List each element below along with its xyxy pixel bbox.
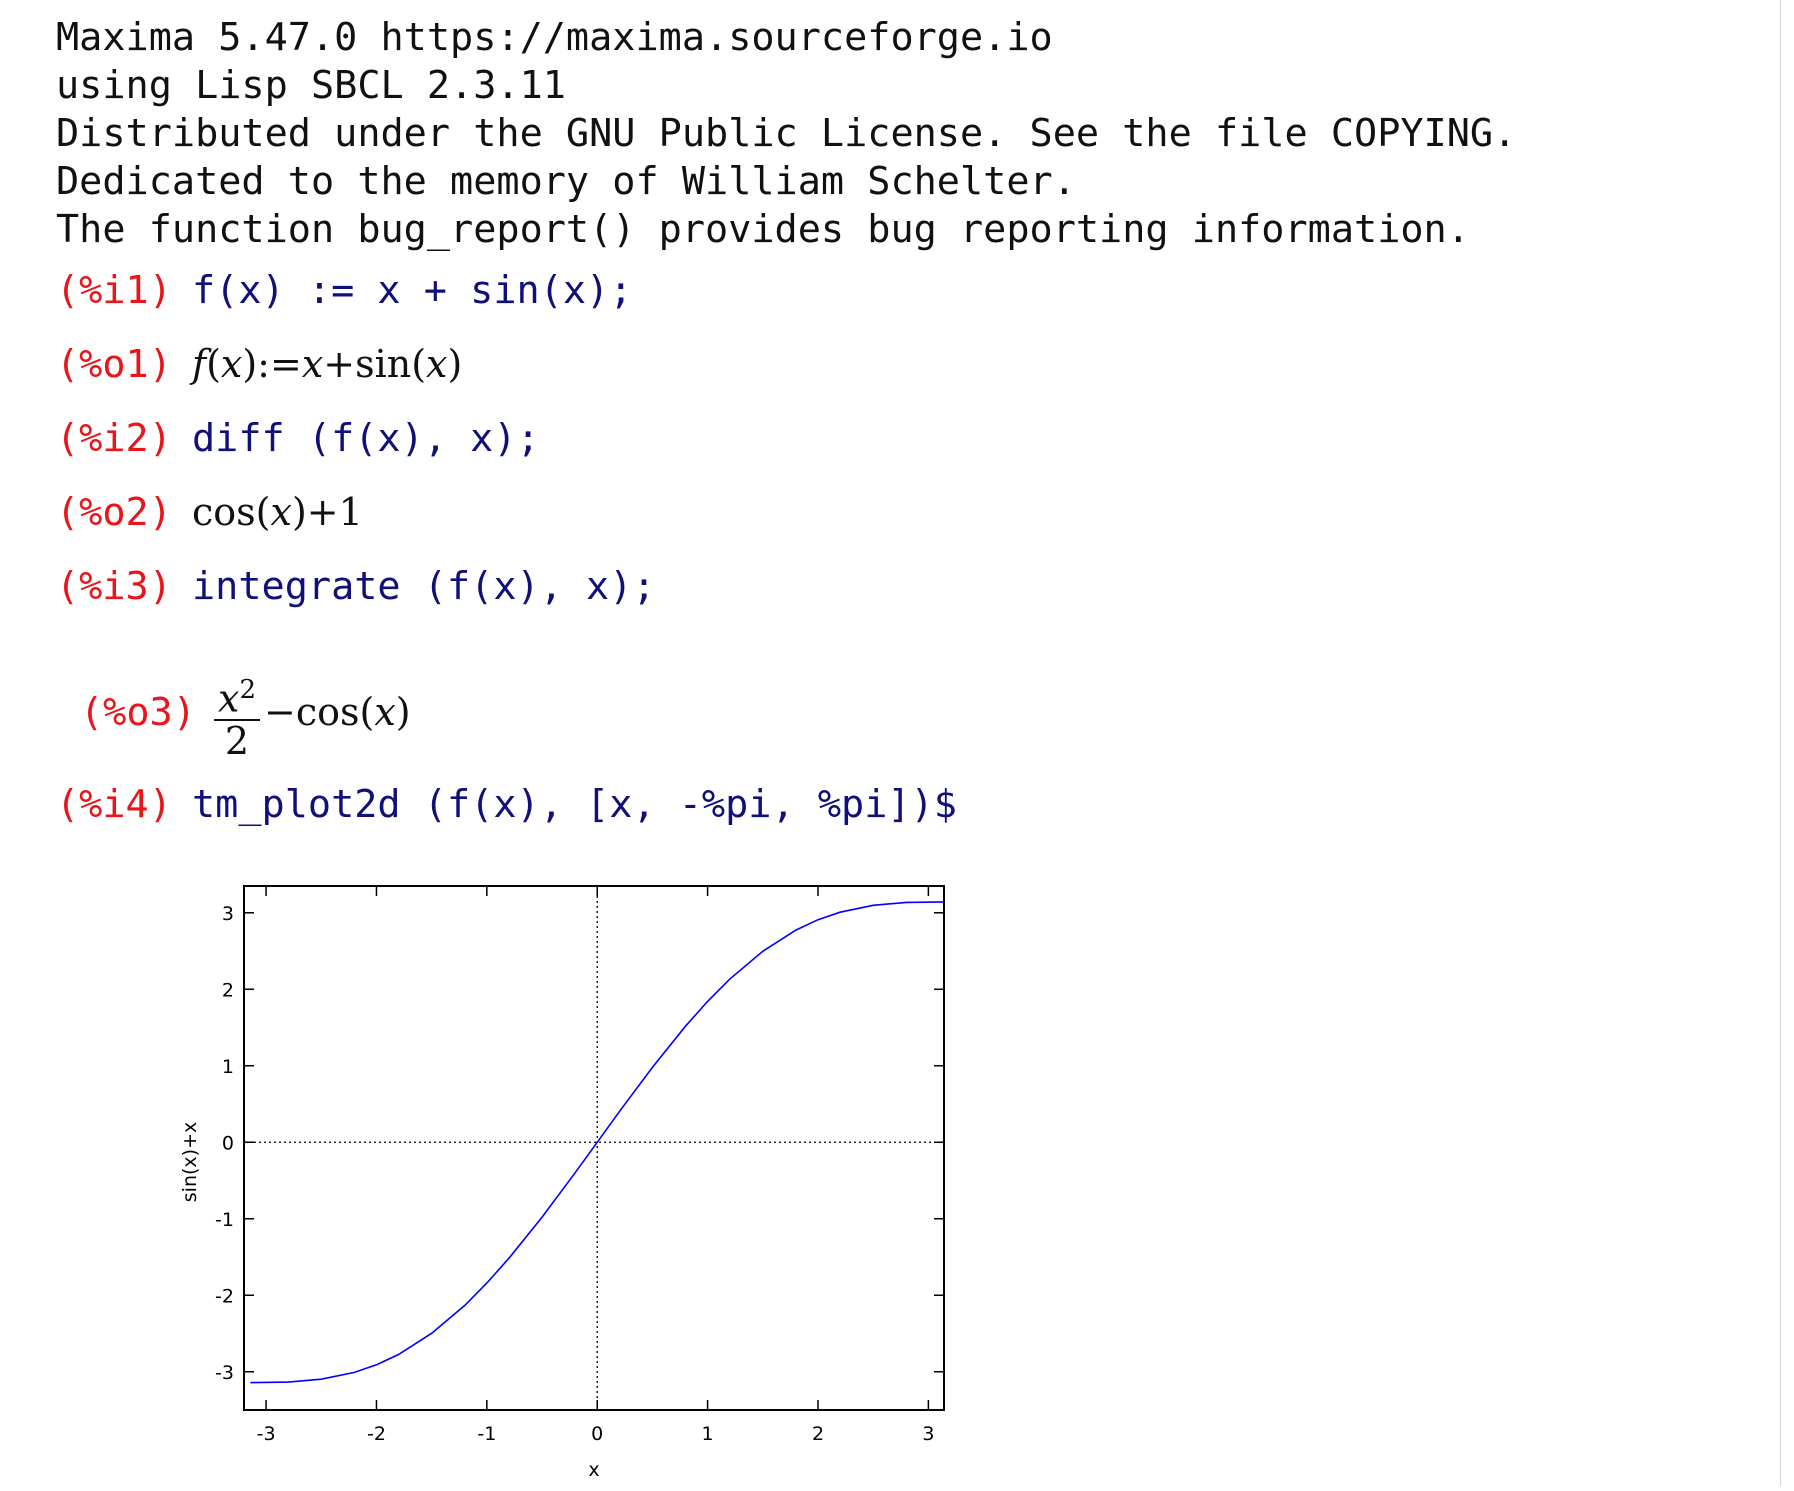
input-prompt: (%i2) (56, 416, 172, 461)
output-prompt: (%o1) (56, 342, 172, 387)
x-tick-label: 1 (702, 1423, 714, 1445)
y-axis-label: sin(x)+x (179, 1122, 201, 1202)
y-tick-label: 1 (222, 1056, 234, 1078)
variable: x (374, 689, 396, 734)
fraction-bar (214, 718, 260, 721)
y-tick-label: 2 (222, 979, 234, 1001)
scrollbar[interactable] (1780, 0, 1794, 1486)
input-line-i3[interactable]: (%i3) integrate (f(x), x); (56, 564, 656, 624)
banner-line: Maxima 5.47.0 https://maxima.sourceforge… (56, 15, 1053, 60)
x-tick-label: -3 (257, 1423, 276, 1445)
x-tick-label: -2 (367, 1423, 386, 1445)
input-prompt: (%i4) (56, 782, 172, 827)
input-expression[interactable]: f(x) := x + sin(x); (192, 268, 633, 313)
y-tick-label: 0 (222, 1132, 234, 1154)
input-line-i4[interactable]: (%i4) tm_plot2d (f(x), [x, -%pi, %pi])$ (56, 782, 957, 842)
x-tick-label: 3 (922, 1423, 934, 1445)
input-expression[interactable]: diff (f(x), x); (192, 416, 540, 461)
variable: x (218, 676, 240, 721)
variable: x (270, 490, 292, 534)
banner-line: Distributed under the GNU Public License… (56, 111, 1517, 156)
plot-frame (243, 885, 945, 1411)
variable: x (220, 342, 243, 386)
operator: )+1 (291, 490, 363, 534)
fraction-numerator: x2 (214, 670, 260, 719)
output-line-o3: (%o3) x2 2 −cos(x) (80, 670, 411, 766)
x-tick-label: -1 (477, 1423, 496, 1445)
input-prompt: (%i3) (56, 564, 172, 609)
output-prompt: (%o2) (56, 490, 172, 535)
operator: ) (395, 689, 411, 734)
y-tick-label: 3 (222, 903, 234, 925)
operator: ):= (242, 342, 302, 386)
variable: x (301, 342, 324, 386)
series-line (250, 901, 945, 1384)
x-tick-label: 0 (591, 1423, 603, 1445)
output-line-o2: (%o2) cos(x)+1 (56, 490, 363, 550)
fraction-denominator: 2 (224, 718, 250, 763)
x-tick-label: 2 (812, 1423, 824, 1445)
exponent: 2 (239, 675, 256, 705)
plot-output: -3 -2 -1 0 1 2 3 -3 -2 -1 0 1 2 3 x sin(x)+x (150, 872, 960, 1486)
input-line-i1[interactable]: (%i1) f(x) := x + sin(x); (56, 268, 632, 328)
operator: cos( (192, 490, 271, 534)
output-expression: cos(x)+1 (192, 490, 363, 534)
operator: ) (447, 342, 463, 386)
variable: x (426, 342, 448, 386)
output-line-o1: (%o1) f(x):=x+sin(x) (56, 342, 462, 402)
output-expression: x2 2 −cos(x) (214, 675, 411, 761)
y-tick-label: -2 (215, 1285, 234, 1307)
function-plot: -3 -2 -1 0 1 2 3 -3 -2 -1 0 1 2 3 x sin(x)+x (179, 885, 945, 1481)
x-axis-label: x (588, 1459, 599, 1481)
y-tick-label: -3 (215, 1362, 234, 1384)
operator: −cos( (263, 689, 375, 734)
y-tick-label: -1 (215, 1209, 234, 1231)
input-expression[interactable]: integrate (f(x), x); (192, 564, 656, 609)
startup-banner: Maxima 5.47.0 https://maxima.sourceforge… (56, 14, 1516, 254)
banner-line: using Lisp SBCL 2.3.11 (56, 63, 566, 108)
fraction: x2 2 (214, 670, 260, 761)
output-expression: f(x):=x+sin(x) (192, 342, 463, 386)
banner-line: Dedicated to the memory of William Schel… (56, 159, 1076, 204)
output-prompt: (%o3) (80, 689, 196, 735)
input-line-i2[interactable]: (%i2) diff (f(x), x); (56, 416, 540, 476)
input-prompt: (%i1) (56, 268, 172, 313)
input-expression[interactable]: tm_plot2d (f(x), [x, -%pi, %pi])$ (192, 782, 957, 827)
operator: +sin( (323, 342, 427, 386)
function-name: f (192, 342, 207, 386)
banner-line: The function bug_report() provides bug r… (56, 207, 1470, 252)
